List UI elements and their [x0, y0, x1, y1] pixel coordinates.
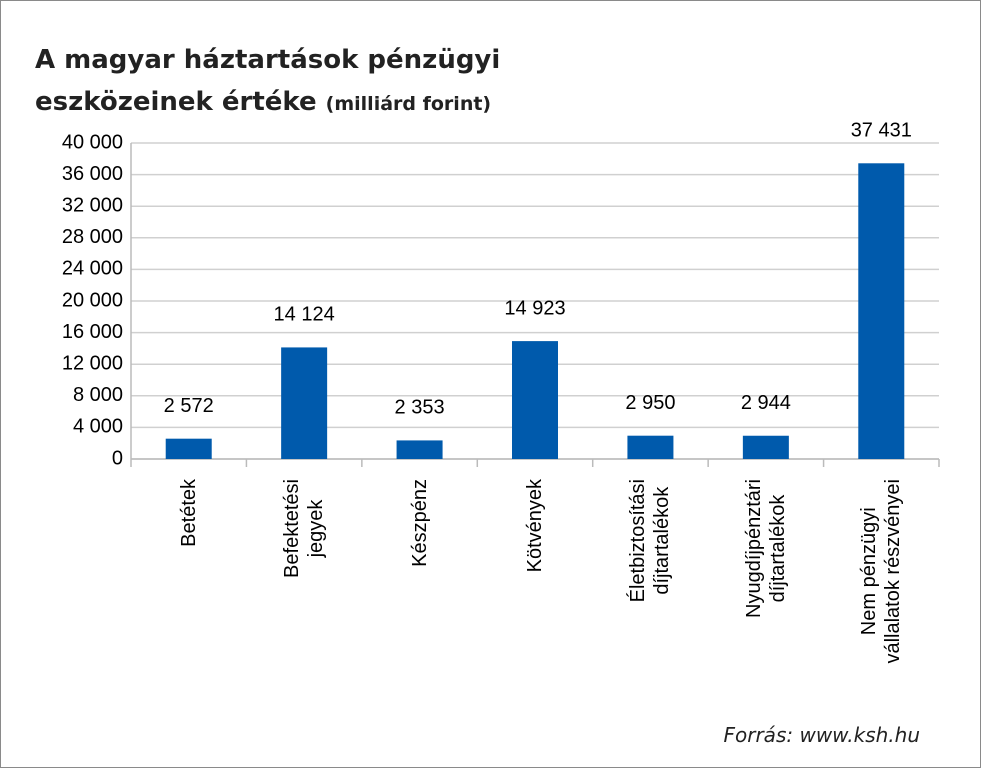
- y-tick-label: 12 000: [62, 352, 123, 374]
- value-label: 14 923: [504, 297, 565, 319]
- bar: [742, 435, 789, 459]
- bar: [858, 163, 905, 459]
- x-tick-label: Betétek: [177, 479, 200, 547]
- x-tick-label: Nem pénzügyi vállalatok részvényei: [858, 479, 905, 664]
- bar: [396, 440, 443, 459]
- value-label: 2 353: [395, 397, 445, 419]
- y-tick-label: 0: [112, 447, 123, 469]
- source: Forrás: www.ksh.hu: [723, 723, 921, 747]
- value-label: 2 944: [741, 392, 791, 414]
- y-tick-label: 4 000: [73, 416, 123, 438]
- chart-subtitle: (milliárd forint): [325, 93, 492, 115]
- x-tick-label: Készpénz: [408, 479, 431, 567]
- bar: [165, 438, 212, 459]
- value-label: 14 124: [274, 304, 335, 326]
- bar: [512, 341, 558, 459]
- y-tick-label: 40 000: [62, 131, 123, 153]
- chart-title: A magyar háztartások pénzügyi eszközeine…: [35, 45, 501, 117]
- value-label: 2 572: [164, 395, 214, 417]
- value-label: 2 950: [625, 392, 675, 414]
- y-tick-label: 16 000: [62, 321, 123, 343]
- y-tick-label: 8 000: [73, 384, 123, 406]
- value-label: 37 431: [851, 120, 912, 142]
- y-tick-label: 28 000: [62, 226, 123, 248]
- y-tick-label: 36 000: [62, 163, 123, 185]
- y-tick-label: 20 000: [62, 289, 123, 311]
- bar: [627, 435, 674, 459]
- y-tick-label: 32 000: [62, 194, 123, 216]
- x-tick-label: Befektetési jegyek: [281, 479, 328, 578]
- x-tick-label: Életbiztosítási díjtartalékok: [627, 479, 674, 603]
- bar: [281, 347, 328, 459]
- y-tick-label: 24 000: [62, 258, 123, 280]
- x-tick-label: Nyugdíjpénztári díjtartalékok: [742, 479, 789, 618]
- chart-title-block: A magyar háztartások pénzügyi eszközeine…: [35, 39, 595, 125]
- x-tick-label: Kötvények: [524, 479, 546, 573]
